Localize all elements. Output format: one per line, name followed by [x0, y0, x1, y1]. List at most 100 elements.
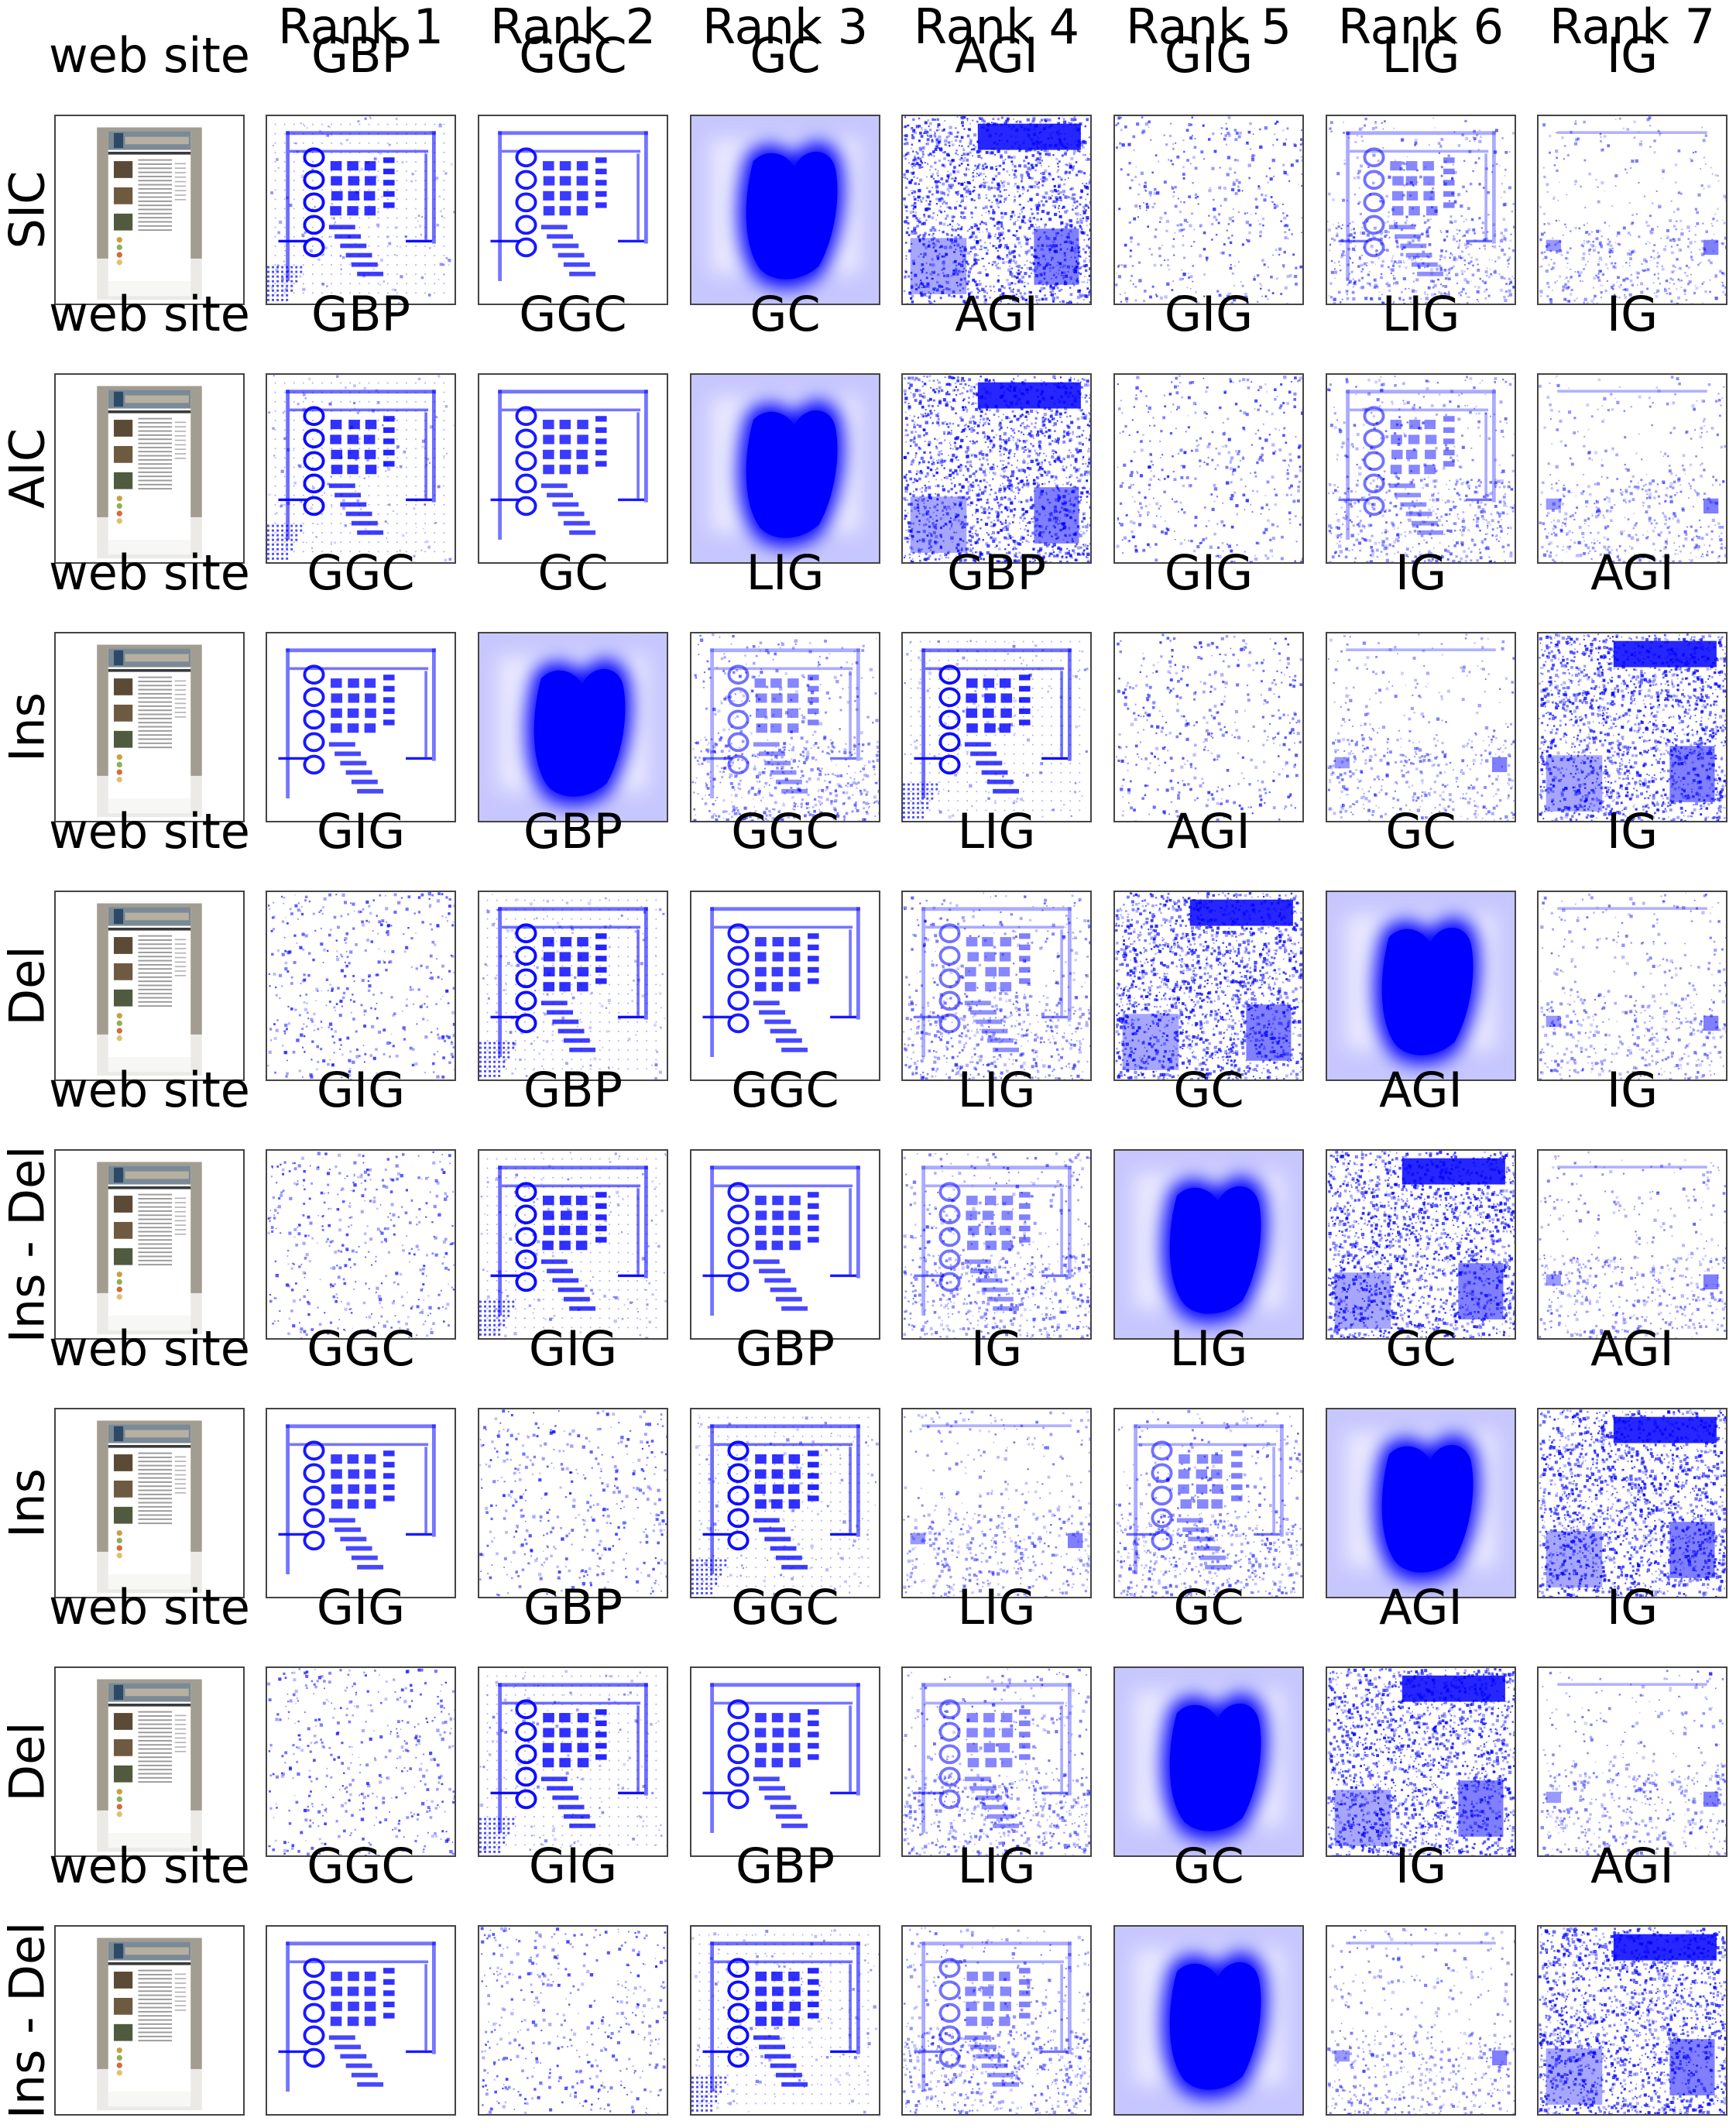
heatmap-ggc	[479, 116, 667, 304]
method-label: LIG	[896, 1063, 1097, 1117]
saliency-map-gbp	[478, 1149, 668, 1340]
saliency-map-ggc	[266, 632, 456, 822]
method-label: GIG	[260, 1063, 461, 1117]
heatmap-gig	[267, 892, 455, 1079]
method-label: AGI	[1108, 805, 1309, 859]
method-label: GIG	[1108, 29, 1309, 83]
heatmap-lig	[1327, 375, 1515, 562]
metric-row-label-text: Ins - Del	[0, 1922, 56, 2119]
saliency-map-lig	[1113, 1408, 1304, 1598]
method-label: GIG	[1108, 546, 1309, 600]
method-label: GBP	[684, 1322, 886, 1376]
heatmap-ig	[1327, 633, 1515, 821]
metric-row-label: Ins	[0, 1408, 54, 1598]
saliency-map-gig	[478, 1408, 668, 1598]
method-label: IG	[896, 1322, 1097, 1376]
website-thumbnail	[56, 375, 243, 562]
heatmap-gc	[1115, 1927, 1302, 2114]
method-label: LIG	[896, 805, 1097, 859]
heatmap-ggc	[267, 633, 455, 821]
website-thumbnail	[56, 633, 243, 821]
heatmap-gig	[479, 1927, 667, 2114]
method-label: GBP	[684, 1839, 886, 1893]
method-label: IG	[1320, 546, 1522, 600]
method-label: AGI	[1532, 546, 1733, 600]
method-label: IG	[1532, 1063, 1733, 1117]
saliency-map-lig	[901, 1925, 1092, 2116]
heatmap-gc	[691, 375, 879, 562]
saliency-map-agi	[1537, 1408, 1727, 1598]
heatmap-ggc	[691, 1668, 879, 1855]
input-image-label: web site	[26, 546, 273, 600]
input-image-label: web site	[26, 29, 273, 83]
method-label: AGI	[1532, 1322, 1733, 1376]
metric-row-label: SIC	[0, 115, 54, 305]
method-label: GGC	[472, 287, 674, 342]
saliency-map-agi	[1537, 632, 1727, 822]
method-label: GGC	[472, 29, 674, 83]
heatmap-gc	[691, 116, 879, 304]
method-label: GGC	[684, 805, 886, 859]
saliency-map-ig	[1326, 632, 1516, 822]
heatmap-ig	[903, 1409, 1090, 1597]
website-input-image	[54, 891, 245, 1081]
saliency-map-ig	[1537, 115, 1727, 305]
heatmap-lig	[903, 892, 1090, 1079]
website-input-image	[54, 1149, 245, 1340]
metric-row-label: Del	[0, 891, 54, 1081]
heatmap-gc	[479, 633, 667, 821]
saliency-map-ggc	[266, 1408, 456, 1598]
method-label: LIG	[896, 1581, 1097, 1635]
method-label: GC	[1108, 1839, 1309, 1893]
metric-row-label-text: Ins - Del	[0, 1146, 56, 1344]
saliency-map-lig	[901, 1666, 1092, 1857]
heatmap-ig	[1539, 892, 1726, 1079]
website-input-image	[54, 115, 245, 305]
heatmap-gbp	[267, 375, 455, 562]
heatmap-agi	[1327, 1668, 1515, 1855]
saliency-map-ig	[1537, 1666, 1727, 1857]
saliency-map-gc	[1113, 1925, 1304, 2116]
method-label: LIG	[684, 546, 886, 600]
saliency-map-gig	[1113, 115, 1304, 305]
metric-row-label-text: Del	[0, 1721, 56, 1801]
method-label: GC	[684, 287, 886, 342]
heatmap-ggc	[691, 892, 879, 1079]
website-input-image	[54, 1925, 245, 2116]
heatmap-agi	[1539, 633, 1726, 821]
method-label: GC	[1320, 805, 1522, 859]
heatmap-ig	[1539, 375, 1726, 562]
saliency-map-gbp	[266, 373, 456, 564]
method-label: GBP	[472, 1063, 674, 1117]
heatmap-lig	[903, 1927, 1090, 2114]
input-image-label: web site	[26, 1839, 273, 1893]
saliency-map-agi	[1326, 1149, 1516, 1340]
heatmap-lig	[1327, 116, 1515, 304]
saliency-map-gbp	[478, 891, 668, 1081]
heatmap-lig	[691, 633, 879, 821]
metric-row-label: AIC	[0, 373, 54, 564]
method-label: GC	[472, 546, 674, 600]
method-label: GGC	[684, 1581, 886, 1635]
website-input-image	[54, 1666, 245, 1857]
heatmap-gig	[267, 1151, 455, 1338]
saliency-map-ig	[1537, 891, 1727, 1081]
method-label: GIG	[260, 1581, 461, 1635]
saliency-map-ggc	[690, 1666, 880, 1857]
saliency-map-ig	[1537, 373, 1727, 564]
input-image-label: web site	[26, 1322, 273, 1376]
metric-row-label-text: AIC	[0, 428, 56, 509]
method-label: IG	[1532, 1581, 1733, 1635]
heatmap-agi	[903, 375, 1090, 562]
saliency-map-gig	[1113, 632, 1304, 822]
metric-row-label-text: Ins	[0, 1468, 56, 1538]
heatmap-gbp	[691, 1409, 879, 1597]
method-label: GC	[684, 29, 886, 83]
website-thumbnail	[56, 1409, 243, 1597]
saliency-map-agi	[901, 115, 1092, 305]
method-label: IG	[1320, 1839, 1522, 1893]
saliency-map-lig	[1326, 115, 1516, 305]
heatmap-lig	[1115, 1409, 1302, 1597]
saliency-map-gc	[1113, 1666, 1304, 1857]
saliency-map-gc	[1326, 891, 1516, 1081]
